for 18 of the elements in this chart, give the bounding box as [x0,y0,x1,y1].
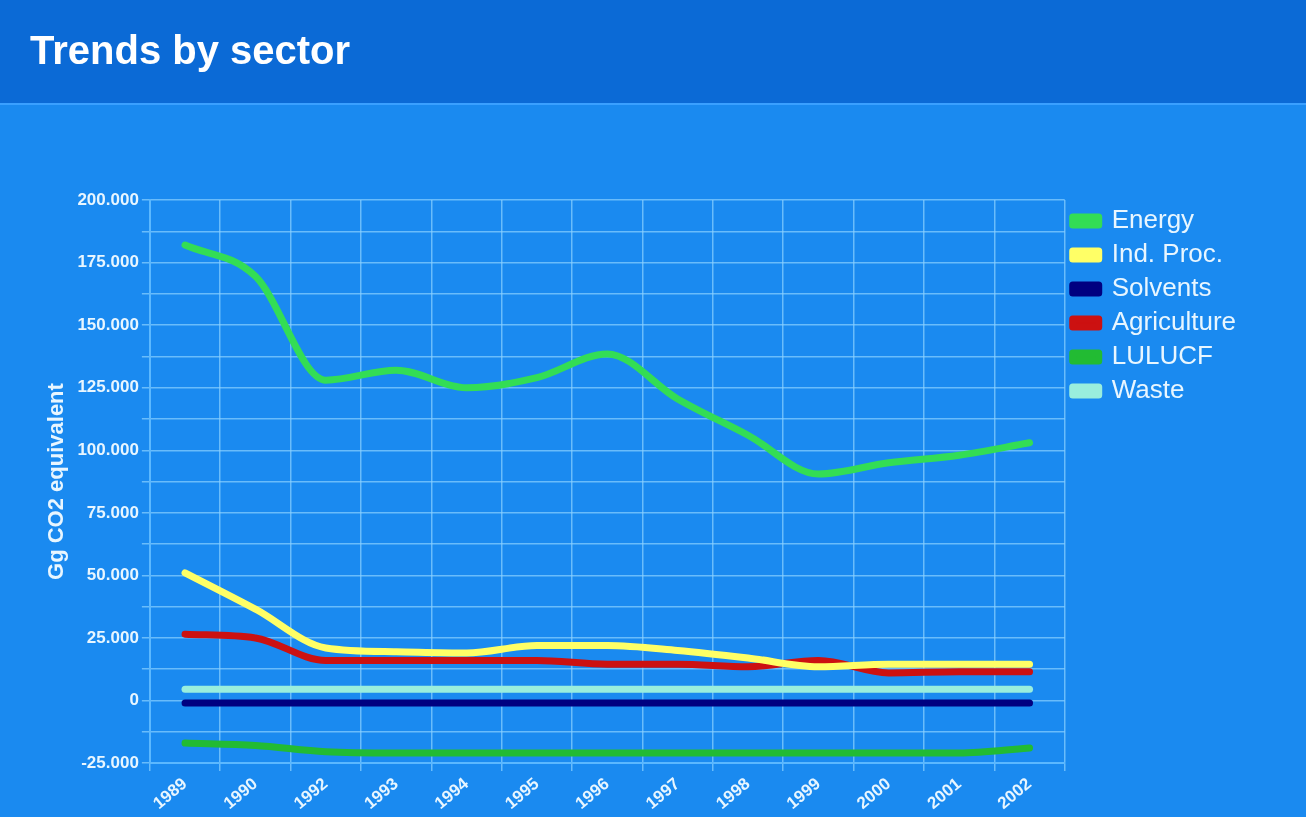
y-tick-label: 75.000 [86,502,139,522]
y-axis-title: Gg CO2 equivalent [43,382,69,580]
y-tick-label: 150.000 [77,314,139,334]
y-tick-label: 100.000 [77,439,139,459]
y-tick-label: 200.000 [77,189,139,209]
y-tick-label: 0 [129,690,139,710]
legend-label: Energy [1111,204,1195,235]
y-tick-label: 125.000 [77,377,139,397]
chart-title: Trends by sector [0,0,1306,105]
legend-label: Waste [1111,374,1185,405]
y-tick-label: 50.000 [86,565,139,585]
legend-label: Agriculture [1111,306,1237,337]
y-tick-label: 25.000 [86,627,139,647]
legend-label: Solvents [1111,272,1212,303]
legend-label: LULUCF [1111,340,1213,371]
y-tick-label: 175.000 [77,252,139,272]
legend-label: Ind. Proc. [1111,238,1224,269]
y-tick-label: -25.000 [81,752,139,772]
